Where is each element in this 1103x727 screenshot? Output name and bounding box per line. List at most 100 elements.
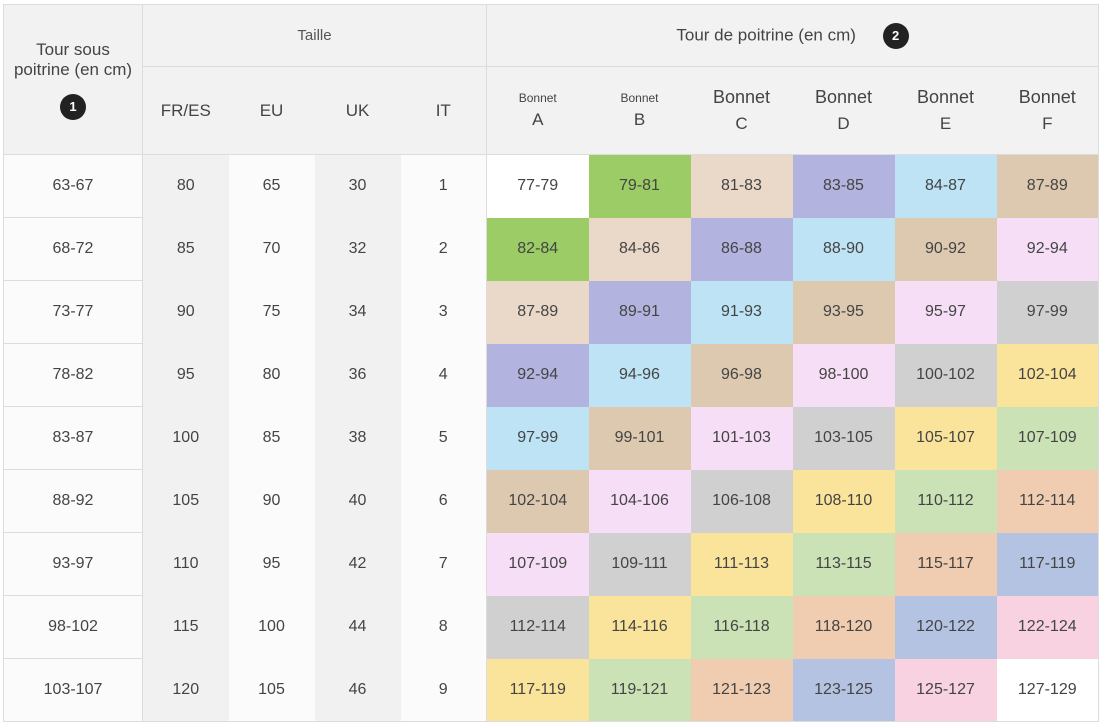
- size-cell: 70: [228, 217, 315, 281]
- bust-cell: 79-81: [588, 154, 691, 218]
- bust-group-label: Tour de poitrine (en cm): [676, 24, 856, 44]
- bust-cell: 108-110: [792, 469, 895, 533]
- underbust-cell: 78-82: [3, 343, 143, 407]
- bust-cell: 115-117: [894, 532, 997, 596]
- bust-cell: 92-94: [486, 343, 589, 407]
- bust-cell: 112-114: [486, 595, 589, 659]
- size-cell: 85: [228, 406, 315, 470]
- cup-col-d: Bonnet D: [792, 66, 895, 155]
- size-cell: 105: [142, 469, 229, 533]
- table-body: 63-67 80 65 30 1 77-79 79-81 81-83 83-85 84-87 87-…: [3, 154, 1099, 722]
- bust-cell: 112-114: [996, 469, 1099, 533]
- size-cell: 38: [314, 406, 401, 470]
- size-group-header: Taille: [142, 4, 487, 67]
- bust-cell: 94-96: [588, 343, 691, 407]
- underbust-badge: 1: [60, 93, 86, 120]
- bust-cell: 121-123: [690, 658, 793, 722]
- size-cell: 2: [400, 217, 487, 281]
- bust-cell: 114-116: [588, 595, 691, 659]
- cup-col-c: Bonnet C: [690, 66, 793, 155]
- bust-cell: 96-98: [690, 343, 793, 407]
- size-cell: 85: [142, 217, 229, 281]
- bust-cell: 97-99: [486, 406, 589, 470]
- size-cell: 9: [400, 658, 487, 722]
- cup-letter: F: [1042, 113, 1053, 133]
- size-cell: 34: [314, 280, 401, 344]
- bust-cell: 102-104: [486, 469, 589, 533]
- bust-cell: 101-103: [690, 406, 793, 470]
- size-cell: 105: [228, 658, 315, 722]
- underbust-cell: 73-77: [3, 280, 143, 344]
- size-cell: 7: [400, 532, 487, 596]
- bust-cell: 93-95: [792, 280, 895, 344]
- cup-letter: C: [735, 113, 748, 133]
- size-cell: 32: [314, 217, 401, 281]
- bust-cell: 117-119: [486, 658, 589, 722]
- table-row: 83-87 100 85 38 5 97-99 99-101 101-103 103-105 10…: [3, 406, 1099, 470]
- bust-cell: 113-115: [792, 532, 895, 596]
- underbust-cell: 93-97: [3, 532, 143, 596]
- table-row: 88-92 105 90 40 6 102-104 104-106 106-108 108-11…: [3, 469, 1099, 533]
- bust-cell: 107-109: [486, 532, 589, 596]
- bust-cell: 119-121: [588, 658, 691, 722]
- bust-cell: 88-90: [792, 217, 895, 281]
- size-cell: 30: [314, 154, 401, 218]
- bust-cell: 89-91: [588, 280, 691, 344]
- cup-col-a: Bonnet A: [486, 66, 589, 155]
- cup-letter: E: [939, 113, 952, 133]
- bust-cell: 87-89: [996, 154, 1099, 218]
- bust-cell: 116-118: [690, 595, 793, 659]
- cup-prefix: Bonnet: [518, 90, 557, 105]
- bust-cell: 91-93: [690, 280, 793, 344]
- bust-cell: 120-122: [894, 595, 997, 659]
- size-cell: 120: [142, 658, 229, 722]
- table-row: 93-97 110 95 42 7 107-109 109-111 111-113 113-11…: [3, 532, 1099, 596]
- size-cell: 115: [142, 595, 229, 659]
- table-row: 68-72 85 70 32 2 82-84 84-86 86-88 88-90 90-92 92-…: [3, 217, 1099, 281]
- size-cell: 4: [400, 343, 487, 407]
- cup-letter: A: [532, 109, 544, 129]
- bust-cell: 118-120: [792, 595, 895, 659]
- bust-cell: 100-102: [894, 343, 997, 407]
- bust-cell: 117-119: [996, 532, 1099, 596]
- size-col-it: IT: [400, 66, 487, 155]
- bust-cell: 109-111: [588, 532, 691, 596]
- cup-col-f: Bonnet F: [996, 66, 1099, 155]
- table-row: 63-67 80 65 30 1 77-79 79-81 81-83 83-85 84-87 87-…: [3, 154, 1099, 218]
- bust-cell: 104-106: [588, 469, 691, 533]
- bust-cell: 92-94: [996, 217, 1099, 281]
- size-cell: 6: [400, 469, 487, 533]
- bust-cell: 102-104: [996, 343, 1099, 407]
- bust-cell: 110-112: [894, 469, 997, 533]
- underbust-cell: 98-102: [3, 595, 143, 659]
- size-cell: 44: [314, 595, 401, 659]
- size-cell: 42: [314, 532, 401, 596]
- cup-letter: B: [633, 109, 646, 129]
- cup-prefix: Bonnet: [916, 86, 975, 107]
- size-col-eu: EU: [228, 66, 315, 155]
- bust-cell: 77-79: [486, 154, 589, 218]
- bust-cell: 107-109: [996, 406, 1099, 470]
- table-row: 78-82 95 80 36 4 92-94 94-96 96-98 98-100 100-102…: [3, 343, 1099, 407]
- bust-cell: 103-105: [792, 406, 895, 470]
- size-cell: 90: [142, 280, 229, 344]
- bust-cell: 97-99: [996, 280, 1099, 344]
- bust-cell: 86-88: [690, 217, 793, 281]
- bust-cell: 111-113: [690, 532, 793, 596]
- bust-cell: 90-92: [894, 217, 997, 281]
- size-col-uk: UK: [314, 66, 401, 155]
- table-row: 103-107 120 105 46 9 117-119 119-121 121-123 123…: [3, 658, 1099, 722]
- bust-cell: 83-85: [792, 154, 895, 218]
- bust-badge: 2: [882, 22, 909, 49]
- underbust-header: Tour sous poitrine (en cm) 1: [3, 4, 143, 155]
- cup-prefix: Bonnet: [712, 86, 771, 107]
- underbust-cell: 88-92: [3, 469, 143, 533]
- cup-prefix: Bonnet: [620, 90, 659, 105]
- size-cell: 80: [228, 343, 315, 407]
- size-cell: 3: [400, 280, 487, 344]
- size-cell: 5: [400, 406, 487, 470]
- cup-letter: D: [837, 113, 850, 133]
- bust-cell: 81-83: [690, 154, 793, 218]
- bust-cell: 99-101: [588, 406, 691, 470]
- bust-cell: 87-89: [486, 280, 589, 344]
